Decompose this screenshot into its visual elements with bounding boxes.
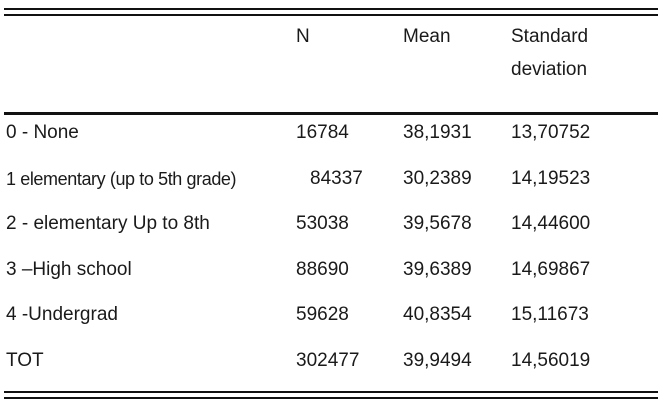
row-label: 1 elementary (up to 5th grade) xyxy=(6,169,237,189)
row-sd: 14,69867 xyxy=(511,259,591,280)
row-mean: 39,6389 xyxy=(403,259,472,280)
row-label: 2 - elementary Up to 8th xyxy=(6,213,210,234)
top-rule-outer xyxy=(4,8,658,10)
table-row: 1 elementary (up to 5th grade) 84337 30,… xyxy=(4,160,658,206)
table-row: 4 -Undergrad 59628 40,8354 15,11673 xyxy=(4,296,658,342)
bottom-rule-outer xyxy=(4,397,658,399)
row-sd: 15,11673 xyxy=(511,304,589,325)
row-mean: 30,2389 xyxy=(403,168,472,189)
row-mean: 38,1931 xyxy=(403,122,472,143)
row-label: 0 - None xyxy=(6,122,79,143)
row-label: 4 -Undergrad xyxy=(6,304,118,325)
row-label: TOT xyxy=(6,350,44,371)
table-row-total: TOT 302477 39,9494 14,56019 xyxy=(4,342,658,388)
header-sd-line2: deviation xyxy=(511,59,588,80)
row-n: 88690 xyxy=(296,259,349,280)
row-mean: 39,9494 xyxy=(403,350,472,371)
row-mean: 40,8354 xyxy=(403,304,472,325)
row-n: 302477 xyxy=(296,350,360,371)
row-n: 84337 xyxy=(310,168,363,189)
table-row: 2 - elementary Up to 8th 53038 39,5678 1… xyxy=(4,205,658,251)
row-n: 16784 xyxy=(296,122,349,143)
header-mean: Mean xyxy=(403,26,451,47)
row-sd: 14,56019 xyxy=(511,350,591,371)
row-sd: 13,70752 xyxy=(511,122,591,143)
header-sd-line1: Standard xyxy=(511,26,589,47)
row-sd: 14,44600 xyxy=(511,213,591,234)
row-n: 53038 xyxy=(296,213,349,234)
row-label: 3 –High school xyxy=(6,259,132,280)
table-row: 0 - None 16784 38,1931 13,70752 xyxy=(4,114,658,160)
header-n: N xyxy=(296,26,310,47)
table-row: 3 –High school 88690 39,6389 14,69867 xyxy=(4,251,658,297)
header-standard-deviation: Standard deviation xyxy=(511,20,651,86)
header-rule xyxy=(4,112,658,115)
row-sd: 14,19523 xyxy=(511,168,591,189)
top-rule-inner xyxy=(4,14,658,16)
bottom-rule-inner xyxy=(4,391,658,393)
row-n: 59628 xyxy=(296,304,349,325)
row-mean: 39,5678 xyxy=(403,213,472,234)
